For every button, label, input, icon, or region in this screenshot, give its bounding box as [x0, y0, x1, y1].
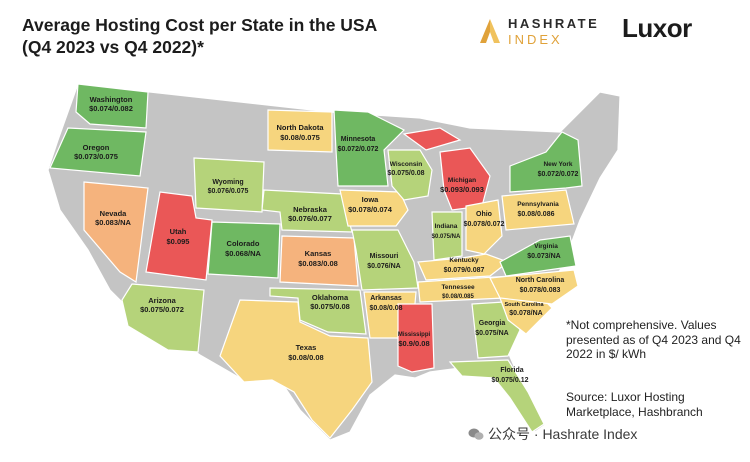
state-iowa — [339, 189, 409, 227]
label-wisconsin-value: $0.075/0.08 — [388, 170, 425, 177]
label-north-carolina-value: $0.078/0.083 — [520, 287, 561, 294]
label-florida-value: $0.075/0.12 — [492, 377, 529, 384]
state-wisconsin — [387, 149, 433, 201]
state-michigan-upper — [402, 127, 462, 151]
label-washington-name: Washington — [90, 95, 133, 104]
label-texas-name: Texas — [296, 343, 317, 352]
label-arizona-name: Arizona — [148, 296, 176, 305]
state-ohio — [465, 199, 503, 255]
label-nebraska-value: $0.076/0.077 — [288, 214, 332, 223]
label-kentucky-name: Kentucky — [449, 257, 479, 264]
state-labels: Washington $0.074/0.082 Oregon $0.073/0.… — [74, 95, 578, 384]
label-ohio-name: Ohio — [476, 211, 492, 218]
label-iowa-name: Iowa — [362, 195, 379, 204]
state-north-dakota — [267, 109, 333, 153]
luxor-logo: Luxor — [622, 13, 692, 43]
label-colorado-value: $0.068/NA — [225, 249, 261, 258]
watermark-text: 公众号 · Hashrate Index — [488, 426, 638, 442]
label-nevada-name: Nevada — [100, 209, 128, 218]
state-oklahoma — [269, 287, 367, 335]
watermark: 公众号 · Hashrate Index — [468, 424, 748, 444]
label-washington-value: $0.074/0.082 — [89, 104, 133, 113]
label-colorado-name: Colorado — [227, 239, 260, 248]
label-texas-value: $0.08/0.08 — [288, 353, 323, 362]
label-tennessee-value: $0.08/0.085 — [442, 294, 474, 300]
label-mississippi-value: $0.9/0.08 — [398, 339, 429, 348]
label-michigan-value: $0.093/0.093 — [440, 185, 484, 194]
label-wyoming-name: Wyoming — [212, 179, 243, 186]
label-arkansas-value: $0.08/0.08 — [369, 305, 402, 312]
hashrate-index-logo: HASHRATE INDEX — [478, 14, 598, 50]
label-kansas-name: Kansas — [305, 249, 332, 258]
state-north-carolina — [489, 269, 579, 305]
label-oregon-name: Oregon — [83, 143, 110, 152]
label-minnesota-value: $0.072/0.072 — [338, 146, 379, 153]
footnote: *Not comprehensive. Values presented as … — [566, 318, 741, 361]
label-wyoming-value: $0.076/0.075 — [208, 188, 249, 195]
state-oregon — [49, 127, 147, 177]
label-indiana-name: Indiana — [435, 223, 458, 230]
label-nebraska-name: Nebraska — [293, 205, 328, 214]
state-virginia — [499, 235, 577, 277]
state-pennsylvania — [501, 189, 575, 231]
label-tennessee-name: Tennessee — [441, 284, 475, 291]
label-wisconsin-name: Wisconsin — [390, 161, 422, 168]
state-colorado — [207, 221, 281, 279]
label-georgia-name: Georgia — [479, 320, 506, 327]
map-title: Average Hosting Cost per State in the US… — [22, 14, 452, 58]
label-utah-name: Utah — [170, 227, 187, 236]
index-logo-text: INDEX — [508, 32, 563, 47]
label-north-dakota-value: $0.08/0.075 — [280, 133, 320, 142]
label-ohio-value: $0.078/0.072 — [464, 221, 505, 228]
state-mississippi — [397, 303, 435, 373]
label-new-york-name: New York — [543, 161, 572, 168]
state-utah — [145, 191, 213, 281]
state-wyoming — [193, 157, 265, 213]
label-pennsylvania-name: Pennsylvania — [517, 201, 559, 208]
label-georgia-value: $0.075/NA — [475, 330, 508, 337]
label-south-carolina-name: South Carolina — [504, 302, 544, 308]
label-new-york-value-line: $0.072/0.072 — [538, 171, 579, 178]
label-minnesota-name: Minnesota — [341, 136, 376, 143]
label-missouri-value: $0.076/NA — [367, 263, 400, 270]
label-missouri-name: Missouri — [370, 253, 399, 260]
state-florida — [448, 359, 545, 433]
label-north-carolina-name: North Carolina — [516, 277, 565, 284]
label-virginia-name: Virginia — [534, 243, 558, 250]
label-new-york-value: $0.072/0.072 — [538, 171, 579, 178]
label-south-carolina-value: $0.078/NA — [509, 310, 542, 317]
label-florida-name: Florida — [500, 367, 523, 374]
label-mississippi-name: Mississippi — [398, 332, 431, 338]
label-oklahoma-name: Oklahoma — [312, 293, 349, 302]
wechat-icon — [468, 428, 484, 440]
label-virginia-value: $0.073/NA — [527, 253, 560, 260]
label-arkansas-name: Arkansas — [370, 295, 402, 302]
state-indiana — [431, 211, 463, 261]
state-washington — [75, 83, 149, 129]
label-arizona-value: $0.075/0.072 — [140, 305, 184, 314]
label-pennsylvania-value: $0.08/0.086 — [518, 211, 555, 218]
state-arizona — [121, 283, 205, 353]
hashrate-index-logo-icon — [480, 19, 500, 43]
hashrate-logo-text: HASHRATE — [508, 16, 600, 31]
state-nevada — [83, 181, 149, 284]
label-oklahoma-value: $0.075/0.08 — [310, 302, 350, 311]
state-texas — [219, 299, 373, 439]
label-michigan-name: Michigan — [448, 177, 476, 184]
label-oregon-value: $0.073/0.075 — [74, 152, 118, 161]
state-minnesota — [333, 109, 406, 187]
label-north-dakota-name: North Dakota — [276, 123, 324, 132]
label-kansas-value: $0.083/0.08 — [298, 259, 338, 268]
label-nevada-value: $0.083/NA — [95, 218, 131, 227]
label-utah-value: $0.095 — [167, 237, 190, 246]
label-kentucky-value: $0.079/0.087 — [444, 267, 485, 274]
state-new-york — [509, 131, 583, 193]
title-line-1: Average Hosting Cost per State in the US… — [22, 15, 378, 35]
label-iowa-value: $0.078/0.074 — [348, 205, 393, 214]
state-kansas — [279, 235, 359, 287]
title-line-2: (Q4 2023 vs Q4 2022)* — [22, 37, 204, 57]
label-indiana-value: $0.075/NA — [432, 234, 461, 240]
source-note: Source: Luxor Hosting Marketplace, Hashb… — [566, 390, 703, 419]
